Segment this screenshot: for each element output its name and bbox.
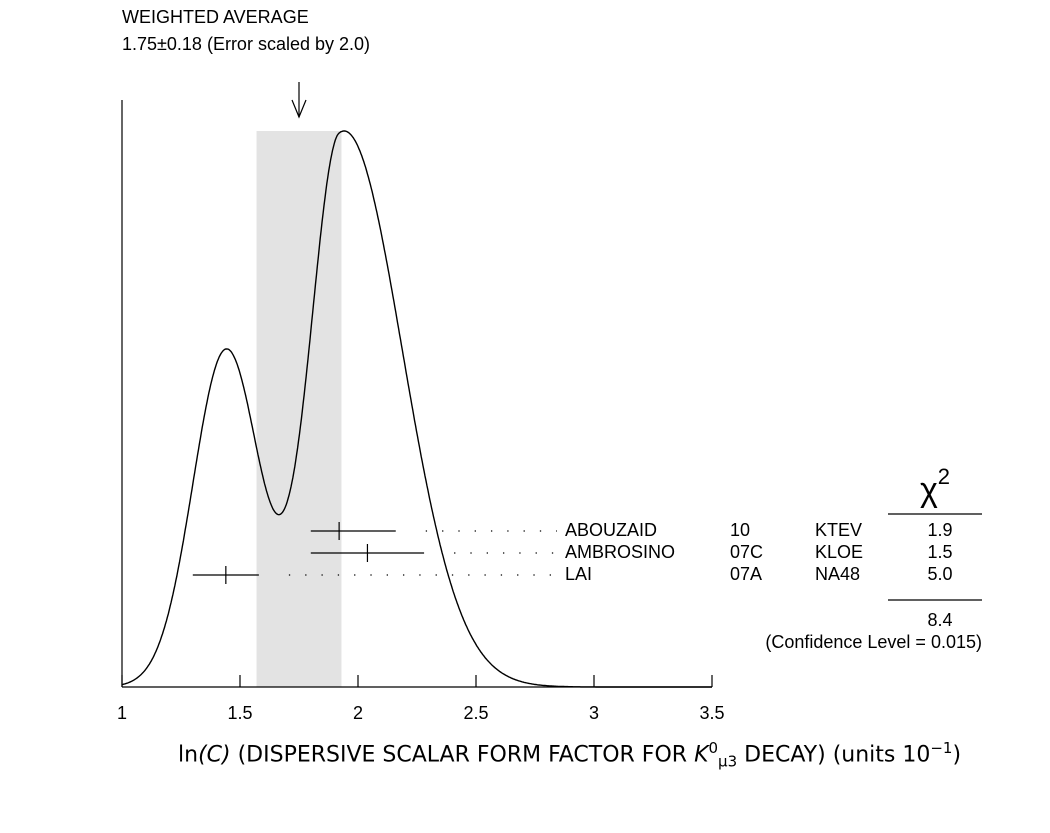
measurement-experiment: NA48	[815, 564, 860, 584]
measurement-year: 10	[730, 520, 750, 540]
measurement-experiment: KTEV	[815, 520, 862, 540]
chi2-value: 1.5	[927, 542, 952, 562]
measurement-name: ABOUZAID	[565, 520, 657, 540]
confidence-level: (Confidence Level = 0.015)	[765, 632, 982, 652]
ideogram-curve	[121, 130, 712, 688]
x-label-part: (C)	[198, 742, 231, 768]
x-tick-label: 3.5	[699, 703, 724, 723]
chi2-sum: 8.4	[927, 610, 952, 630]
x-label-part: 0	[708, 739, 719, 757]
measurement-year: 07C	[730, 542, 763, 562]
chi2-value: 1.9	[927, 520, 952, 540]
x-tick-label: 2.5	[463, 703, 488, 723]
chart-title: WEIGHTED AVERAGE	[122, 7, 309, 27]
x-label-part: K	[694, 742, 709, 768]
average-label: 1.75±0.18 (Error scaled by 2.0)	[122, 34, 370, 54]
x-tick-label: 3	[589, 703, 599, 723]
measurement-name: AMBROSINO	[565, 542, 675, 562]
x-label-part: )	[952, 742, 962, 768]
x-label-part: (DISPERSIVE SCALAR FORM FACTOR FOR	[230, 742, 695, 768]
measurement-year: 07A	[730, 564, 762, 584]
average-band	[256, 131, 342, 687]
x-tick-label: 2	[353, 703, 363, 723]
x-tick-label: 1	[117, 703, 127, 723]
chi2-symbol: χ	[920, 471, 938, 509]
x-axis-label: ln(C) (DISPERSIVE SCALAR FORM FACTOR FOR…	[0, 722, 1050, 788]
x-label-part: ln	[178, 742, 199, 768]
x-label-part: −1	[930, 739, 953, 757]
measurement-experiment: KLOE	[815, 542, 863, 562]
arrow-head	[291, 99, 307, 119]
chi2-power: 2	[938, 464, 950, 489]
chi2-value: 5.0	[927, 564, 952, 584]
chi2-header: χ2	[920, 464, 950, 509]
x-tick-label: 1.5	[227, 703, 252, 723]
x-label-part: DECAY) (units 10	[737, 742, 931, 768]
x-label-part: μ3	[718, 752, 738, 771]
measurement-name: LAI	[565, 564, 592, 584]
